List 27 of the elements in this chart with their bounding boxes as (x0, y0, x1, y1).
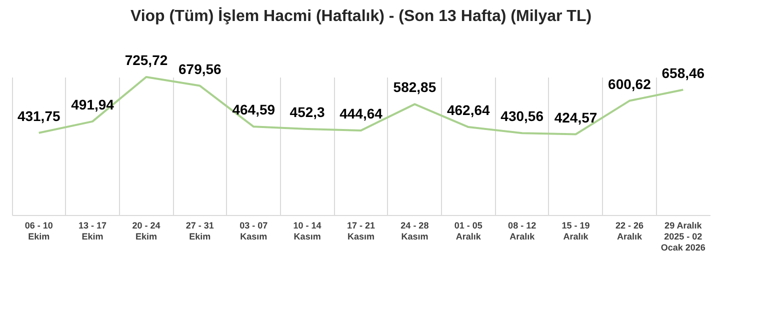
data-label: 424,57 (554, 109, 598, 126)
data-label: 430,56 (500, 108, 544, 124)
data-label: 658,46 (662, 64, 705, 81)
data-label: 462,64 (446, 102, 490, 118)
data-label: 491,94 (71, 96, 114, 112)
x-tick-label: 10 - 14 Kasım (293, 220, 322, 242)
data-label: 431,75 (17, 108, 60, 124)
x-tick-label: 27 - 31 Ekim (186, 220, 214, 242)
data-label: 452,3 (290, 104, 326, 120)
x-tick-label: 24 - 28 Kasım (400, 220, 429, 242)
data-label: 679,56 (178, 60, 222, 77)
data-label: 725,72 (124, 52, 168, 68)
data-label: 444,64 (340, 105, 383, 122)
x-tick-label: 01 - 05 Aralık (454, 220, 482, 242)
x-tick-label: 22 - 26 Aralık (615, 220, 644, 242)
chart-title: Viop (Tüm) İşlem Hacmi (Haftalık) - (Son 13 Hafta) (Milyar TL) (130, 7, 592, 25)
x-tick-label: 29 Aralık 2025 - 02 Ocak 2026 (660, 220, 706, 252)
x-tick-label: 13 - 17 Ekim (78, 220, 107, 242)
x-tick-label: 17 - 21 Kasım (346, 220, 376, 242)
x-tick-label: 20 - 24 Ekim (132, 220, 160, 242)
x-tick-label: 08 - 12 Aralık (508, 220, 536, 242)
data-label: 464,59 (232, 102, 276, 118)
x-tick-label: 06 - 10 Ekim (24, 220, 53, 242)
data-label: 600,62 (608, 76, 652, 92)
x-tick-label: 15 - 19 Aralık (562, 220, 590, 242)
data-label: 582,85 (393, 79, 436, 96)
x-tick-label: 03 - 07 Kasım (240, 220, 268, 242)
